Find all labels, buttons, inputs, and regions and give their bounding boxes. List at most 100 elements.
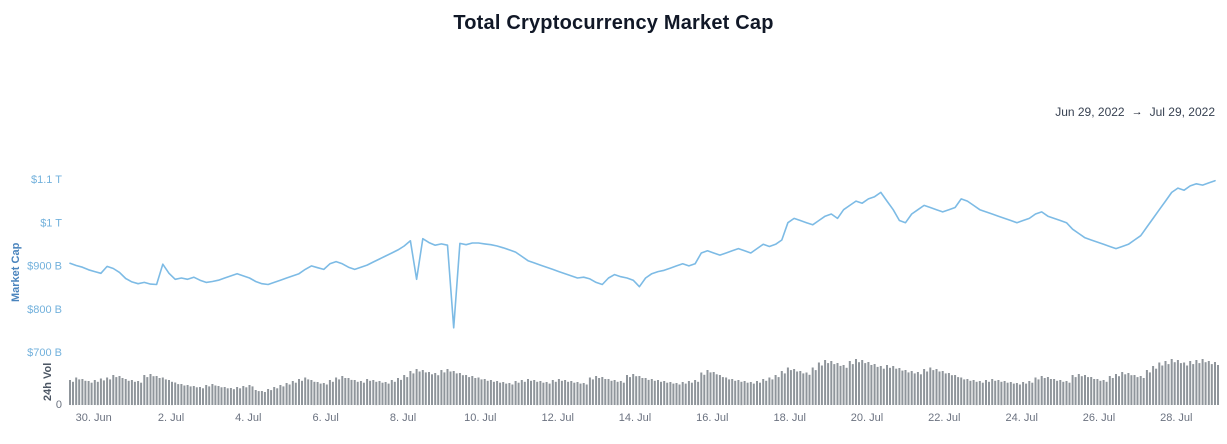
x-tick-label: 26. Jul (1083, 412, 1115, 424)
volume-bar (174, 382, 177, 405)
volume-bar (1006, 382, 1009, 405)
volume-bar (991, 379, 994, 405)
volume-bar (214, 385, 217, 405)
volume-bar (926, 371, 929, 405)
volume-bar (313, 381, 316, 406)
date-range-start[interactable]: Jun 29, 2022 (1055, 105, 1125, 119)
volume-bar (848, 361, 851, 405)
volume-bar (75, 377, 78, 405)
volume-bar (988, 381, 990, 406)
volume-bar (310, 380, 313, 405)
volume-bar (1071, 375, 1074, 405)
volume-bar (1136, 377, 1139, 405)
volume-bar (502, 382, 505, 405)
volume-bar (765, 380, 768, 405)
volume-bar (168, 380, 170, 405)
volume-bar (997, 380, 1000, 405)
volume-bar (189, 386, 192, 405)
volume-bar (251, 386, 254, 405)
volume-bar (613, 380, 616, 405)
volume-bar (1000, 381, 1003, 406)
volume-bar (913, 373, 916, 405)
volume-bar (573, 382, 576, 405)
volume-bar (994, 380, 997, 405)
volume-bar (545, 382, 548, 405)
volume-bar (690, 382, 693, 405)
volume-bar (1164, 361, 1167, 405)
volume-bar (746, 382, 749, 405)
volume-bar (1053, 379, 1056, 405)
volume-bar (966, 379, 969, 405)
volume-bar (267, 389, 270, 405)
date-range-picker[interactable]: Jun 29, 2022 → Jul 29, 2022 (1055, 105, 1215, 119)
volume-bar (369, 380, 372, 405)
volume-bar (1084, 375, 1086, 405)
page-title: Total Cryptocurrency Market Cap (453, 12, 774, 34)
volume-bar (304, 377, 307, 405)
volume-bar (718, 375, 721, 405)
date-range-arrow-icon: → (1131, 106, 1143, 118)
volume-bar (1133, 375, 1136, 405)
volume-bar (384, 382, 387, 405)
volume-bar (477, 377, 480, 405)
volume-bar (932, 370, 935, 405)
volume-bar (771, 379, 774, 405)
volume-bar (180, 384, 183, 405)
volume-bar (483, 379, 486, 405)
volume-bar (359, 381, 362, 405)
volume-bar (582, 383, 585, 405)
volume-bar (725, 377, 728, 405)
volume-bar (938, 371, 941, 405)
volume-bar (1170, 359, 1173, 405)
date-range-end[interactable]: Jul 29, 2022 (1149, 105, 1215, 119)
x-tick-label: 10. Jul (464, 412, 496, 424)
volume-bar (560, 380, 563, 405)
volume-bar (830, 361, 833, 405)
volume-bar (827, 363, 830, 405)
volume-bar (703, 374, 706, 405)
volume-bar (947, 373, 950, 405)
volume-bar (406, 377, 409, 405)
volume-bar (511, 384, 514, 405)
volume-bar (548, 383, 551, 405)
volume-bar (789, 370, 792, 405)
volume-bar (421, 370, 424, 405)
volume-bar (1210, 364, 1213, 405)
volume-bar (87, 381, 90, 405)
volume-bar (328, 380, 331, 405)
volume-bar (99, 378, 102, 405)
volume-bar (161, 377, 164, 405)
volume-bar (263, 392, 266, 405)
volume-bar (1201, 359, 1204, 405)
volume-bar (576, 382, 579, 405)
volume-bar (276, 388, 279, 405)
volume-bar (607, 379, 610, 405)
volume-bar (102, 380, 105, 405)
volume-bar (245, 387, 248, 405)
volume-bar (660, 381, 662, 406)
volume-bar (904, 370, 907, 405)
x-tick-label: 28. Jul (1160, 412, 1192, 424)
volume-bar (712, 372, 715, 405)
volume-bar (1204, 362, 1207, 405)
volume-bar (774, 375, 777, 405)
y-tick-label: $800 B (27, 304, 62, 316)
volume-bar (780, 371, 783, 405)
volume-bar (177, 384, 180, 405)
volume-bar (1015, 383, 1018, 405)
volume-bar (319, 383, 322, 405)
volume-bar (1167, 364, 1170, 405)
volume-bar (1096, 379, 1099, 405)
volume-bar (1207, 361, 1210, 405)
volume-bar (700, 372, 703, 405)
volume-bar (969, 380, 972, 405)
volume-bar (1056, 380, 1059, 405)
volume-bar (619, 381, 622, 405)
volume-bar (842, 365, 845, 405)
volume-bar (291, 381, 294, 405)
volume-bar (954, 375, 957, 405)
volume-bar (523, 381, 526, 406)
volume-bar (199, 387, 201, 405)
